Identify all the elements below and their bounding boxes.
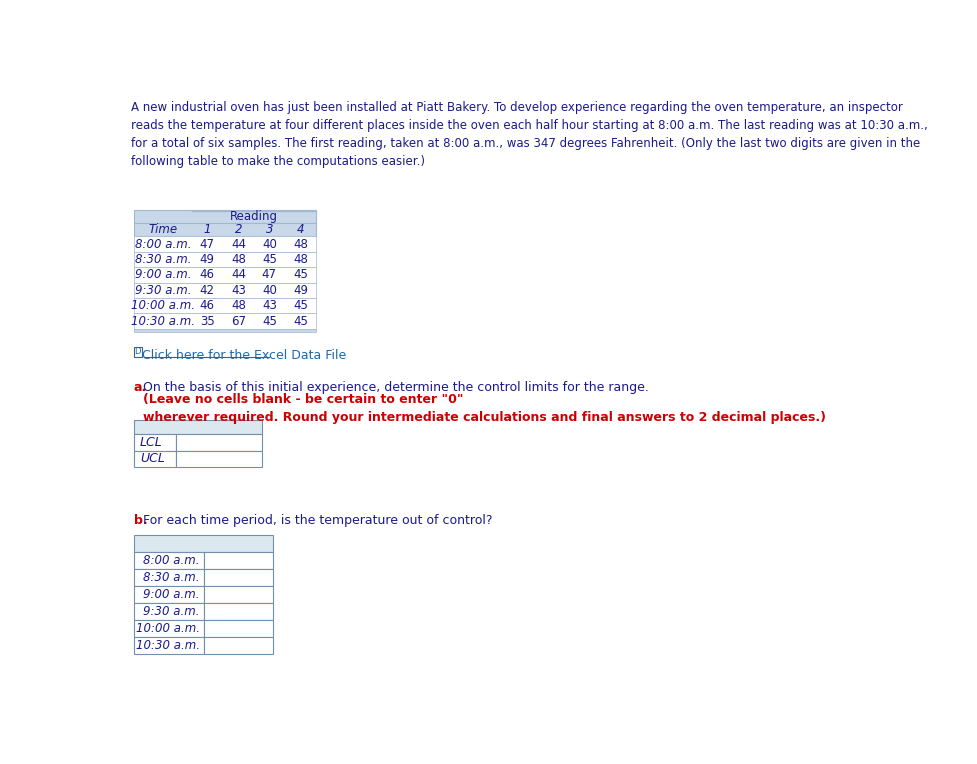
Text: For each time period, is the temperature out of control?: For each time period, is the temperature… [143, 513, 492, 526]
Text: 10:00 a.m.: 10:00 a.m. [131, 299, 194, 312]
Text: a.: a. [134, 381, 147, 394]
Text: Click here for the Excel Data File: Click here for the Excel Data File [134, 349, 346, 362]
Text: 47: 47 [262, 268, 276, 281]
FancyBboxPatch shape [134, 348, 143, 357]
Text: 40: 40 [262, 284, 276, 297]
Text: D: D [135, 348, 141, 357]
FancyBboxPatch shape [134, 620, 203, 637]
FancyBboxPatch shape [134, 603, 203, 620]
Text: 43: 43 [231, 284, 246, 297]
FancyBboxPatch shape [134, 329, 316, 332]
Text: 45: 45 [293, 268, 308, 281]
FancyBboxPatch shape [203, 552, 274, 569]
Text: 35: 35 [200, 315, 215, 328]
Text: 40: 40 [262, 238, 276, 251]
Text: 48: 48 [293, 253, 308, 266]
Text: Reading: Reading [230, 210, 277, 223]
FancyBboxPatch shape [203, 586, 274, 603]
FancyBboxPatch shape [134, 210, 316, 222]
Text: 8:30 a.m.: 8:30 a.m. [135, 253, 191, 266]
FancyBboxPatch shape [177, 451, 262, 468]
FancyBboxPatch shape [203, 603, 274, 620]
Text: 67: 67 [231, 315, 246, 328]
Text: 45: 45 [262, 315, 276, 328]
FancyBboxPatch shape [134, 586, 203, 603]
Text: 9:00 a.m.: 9:00 a.m. [143, 588, 199, 601]
FancyBboxPatch shape [177, 433, 262, 451]
Text: 48: 48 [293, 238, 308, 251]
Text: b.: b. [134, 513, 148, 526]
Text: 9:30 a.m.: 9:30 a.m. [143, 605, 199, 618]
FancyBboxPatch shape [134, 298, 316, 313]
Text: UCL: UCL [140, 452, 165, 465]
FancyBboxPatch shape [134, 222, 316, 236]
Text: 49: 49 [200, 253, 215, 266]
Text: 44: 44 [231, 238, 246, 251]
Text: 3: 3 [266, 223, 274, 236]
Text: 9:30 a.m.: 9:30 a.m. [135, 284, 191, 297]
Text: 46: 46 [200, 299, 215, 312]
FancyBboxPatch shape [203, 569, 274, 586]
Text: 44: 44 [231, 268, 246, 281]
Text: Time: Time [149, 223, 178, 236]
Text: 9:00 a.m.: 9:00 a.m. [135, 268, 191, 281]
Text: 46: 46 [200, 268, 215, 281]
Text: LCL: LCL [140, 435, 163, 448]
Text: 45: 45 [293, 299, 308, 312]
Text: 10:30 a.m.: 10:30 a.m. [136, 639, 199, 652]
FancyBboxPatch shape [203, 637, 274, 654]
Text: 48: 48 [231, 253, 246, 266]
FancyBboxPatch shape [134, 451, 177, 468]
FancyBboxPatch shape [134, 283, 316, 298]
Text: 47: 47 [200, 238, 215, 251]
Text: 1: 1 [203, 223, 211, 236]
FancyBboxPatch shape [203, 620, 274, 637]
FancyBboxPatch shape [134, 637, 203, 654]
Text: 43: 43 [262, 299, 276, 312]
Text: 4: 4 [297, 223, 304, 236]
Text: 10:30 a.m.: 10:30 a.m. [131, 315, 194, 328]
Text: 10:00 a.m.: 10:00 a.m. [136, 622, 199, 635]
FancyBboxPatch shape [134, 552, 203, 569]
FancyBboxPatch shape [134, 433, 177, 451]
Text: 45: 45 [293, 315, 308, 328]
FancyBboxPatch shape [134, 267, 316, 283]
FancyBboxPatch shape [134, 419, 262, 433]
Text: 45: 45 [262, 253, 276, 266]
Text: On the basis of this initial experience, determine the control limits for the ra: On the basis of this initial experience,… [143, 381, 649, 394]
Text: (Leave no cells blank - be certain to enter "0"
wherever required. Round your in: (Leave no cells blank - be certain to en… [143, 393, 826, 424]
FancyBboxPatch shape [134, 313, 316, 329]
Text: 8:00 a.m.: 8:00 a.m. [143, 554, 199, 567]
Text: 49: 49 [293, 284, 308, 297]
Text: 8:30 a.m.: 8:30 a.m. [143, 571, 199, 584]
FancyBboxPatch shape [134, 236, 316, 252]
FancyBboxPatch shape [134, 252, 316, 267]
FancyBboxPatch shape [134, 569, 203, 586]
Text: 2: 2 [234, 223, 242, 236]
Text: A new industrial oven has just been installed at Piatt Bakery. To develop experi: A new industrial oven has just been inst… [132, 101, 928, 168]
Text: 42: 42 [200, 284, 215, 297]
FancyBboxPatch shape [134, 536, 274, 552]
Text: 48: 48 [231, 299, 246, 312]
Text: 8:00 a.m.: 8:00 a.m. [135, 238, 191, 251]
